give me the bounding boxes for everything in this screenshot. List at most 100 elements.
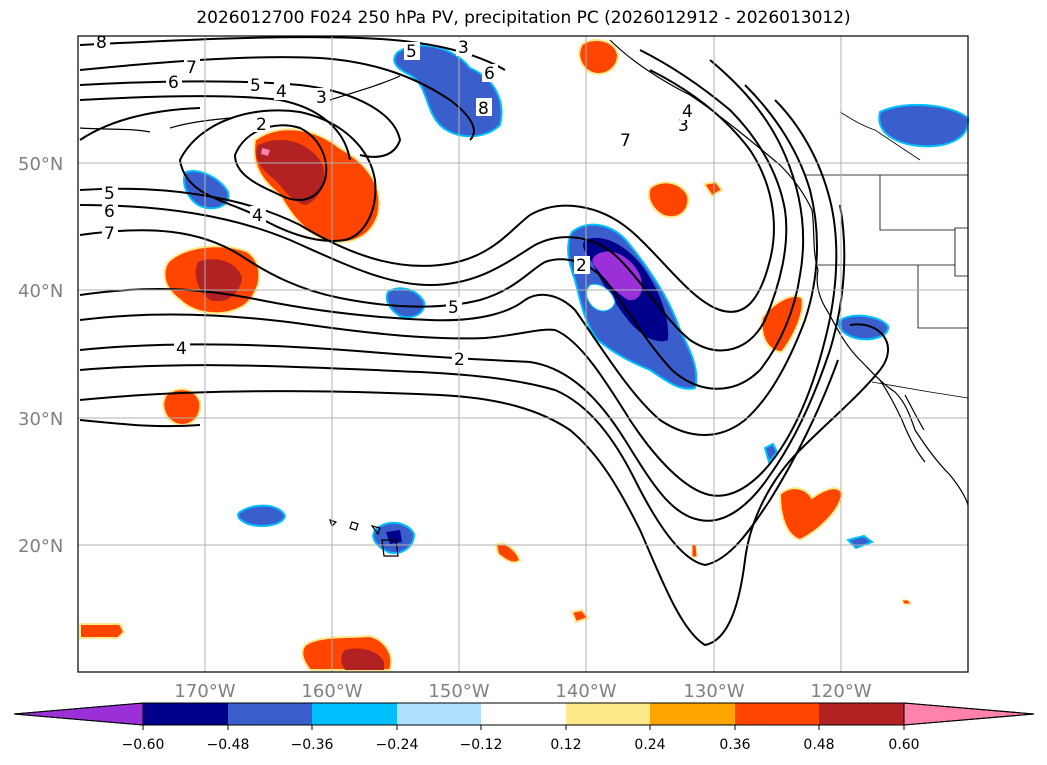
colorbar-segment <box>228 703 312 725</box>
coastline-baja <box>879 379 926 463</box>
colorbar-segment <box>650 703 735 725</box>
colorbar-tick-label: −0.60 <box>122 737 165 753</box>
lat-label-40n: 40°N <box>18 281 63 302</box>
contour-label: 3 <box>316 88 327 108</box>
pv-contour-16 <box>79 107 201 141</box>
pv-contour-6 <box>178 109 377 242</box>
precip-blob-small-1 <box>494 542 522 564</box>
precip-blob-inland-blue <box>837 314 890 341</box>
lon-label-170w: 170°W <box>174 681 235 702</box>
pv-contour-11 <box>79 99 838 497</box>
pv-contour-8 <box>79 49 788 352</box>
lon-label-140w: 140°W <box>555 681 616 702</box>
precip-blob-pink <box>261 148 270 156</box>
precip-blob-left-red <box>79 623 126 639</box>
coastlines <box>79 39 969 557</box>
pv-contour-5 <box>233 124 328 201</box>
contour-label: 4 <box>176 339 187 359</box>
contour-label: 6 <box>104 202 115 222</box>
precip-blob-hawaii-west-blue <box>237 504 287 527</box>
contour-label: 3 <box>458 38 469 58</box>
pv-contour-15 <box>79 419 201 428</box>
lat-labels: 50°N 40°N 30°N 20°N <box>18 154 63 557</box>
colorbar-tick-label: 0.60 <box>888 737 919 753</box>
precip-blob-small-2 <box>570 608 590 624</box>
map-frame <box>77 35 969 673</box>
contour-label: 5 <box>250 76 261 96</box>
colorbar-segment <box>735 703 819 725</box>
coastline-gulf <box>79 75 401 133</box>
precip-blob-red-band-core <box>256 140 325 205</box>
colorbar-segment <box>819 703 904 725</box>
contour-labels: 8 7 6 5 4 3 2 5 6 7 4 3 5 6 8 7 3 4 2 5 … <box>94 33 696 370</box>
precip-blob-small-5 <box>846 534 875 550</box>
contour-label: 8 <box>478 99 489 119</box>
gridlines <box>78 36 968 672</box>
lon-label-130w: 130°W <box>683 681 744 702</box>
precip-blob-gulf-blue <box>393 44 503 138</box>
contour-label: 6 <box>168 73 179 93</box>
precip-blob-ne-red <box>647 181 690 218</box>
pv-contour-12 <box>79 204 846 522</box>
colorbar-tick-label: −0.24 <box>376 737 419 753</box>
lon-label-120w: 120°W <box>810 681 871 702</box>
precip-blob-top-red <box>578 39 620 75</box>
lon-labels: 170°W 160°W 150°W 140°W 130°W 120°W <box>174 681 871 702</box>
pv-contour-9 <box>79 59 805 390</box>
colorbar-segment <box>143 703 228 725</box>
precip-blob-canada-blue <box>878 103 970 148</box>
contour-label: 7 <box>620 131 631 151</box>
contour-label: 5 <box>104 184 115 204</box>
pv-contour-13 <box>79 359 839 567</box>
colorbar-tick-label: 0.24 <box>634 737 665 753</box>
precip-blob-small-4 <box>763 442 779 465</box>
border-canada-provinces <box>839 111 921 161</box>
lon-label-160w: 160°W <box>301 681 362 702</box>
contour-label: 4 <box>276 82 287 102</box>
contour-label: 6 <box>484 64 495 84</box>
colorbar-segment <box>481 703 566 725</box>
colorbar-extend-left <box>13 702 144 726</box>
colorbar-extend-right <box>903 702 1035 726</box>
lat-label-30n: 30°N <box>18 409 63 430</box>
colorbar-tick-label: −0.36 <box>291 737 334 753</box>
precip-blob-baja-red <box>778 487 844 542</box>
lat-label-20n: 20°N <box>18 536 63 557</box>
colorbar-tick-marks <box>142 725 905 730</box>
precip-blob-small-3 <box>691 544 698 558</box>
contour-label: 2 <box>256 115 267 135</box>
contour-label: 4 <box>682 102 693 122</box>
contour-label: 7 <box>104 224 115 244</box>
contour-label: 5 <box>448 298 459 318</box>
contour-label: 8 <box>96 33 107 53</box>
contour-label: 5 <box>406 42 417 62</box>
colorbar-tick-label: −0.48 <box>207 737 250 753</box>
colorbar-segment <box>312 703 397 725</box>
borders <box>805 111 969 399</box>
contour-label: 3 <box>678 116 689 136</box>
colorbar-tick-label: 0.48 <box>803 737 834 753</box>
colorbar-tick-label: 0.36 <box>719 737 750 753</box>
contour-label: 7 <box>186 58 197 78</box>
lon-label-150w: 150°W <box>428 681 489 702</box>
precip-blob-ne-red-small <box>702 180 724 198</box>
map-title: 2026012700 F024 250 hPa PV, precipitatio… <box>196 8 851 28</box>
precip-blob-west-blue <box>182 170 230 210</box>
coastline-alaska <box>609 39 969 506</box>
pv-contour-4 <box>79 95 351 161</box>
colorbar-tick-label: −0.12 <box>460 737 503 753</box>
border-us-mexico <box>871 381 969 399</box>
precip-blob-small-6 <box>901 599 912 605</box>
pv-contour-7 <box>79 69 775 313</box>
colorbar-segment <box>566 703 650 725</box>
colorbar-tick-label: 0.12 <box>550 737 581 753</box>
pv-contour-10 <box>79 84 818 436</box>
contour-label: 2 <box>576 256 587 276</box>
precip-blob-offshore-purple <box>592 251 642 301</box>
precip-blob-mid-blue <box>385 287 426 319</box>
precip-blob-sw-red <box>162 388 202 426</box>
colorbar-segment <box>397 703 481 725</box>
colorbar: −0.60 −0.48 −0.36 −0.24 −0.12 0.12 0.24 … <box>13 702 1035 753</box>
contour-label: 2 <box>454 350 465 370</box>
